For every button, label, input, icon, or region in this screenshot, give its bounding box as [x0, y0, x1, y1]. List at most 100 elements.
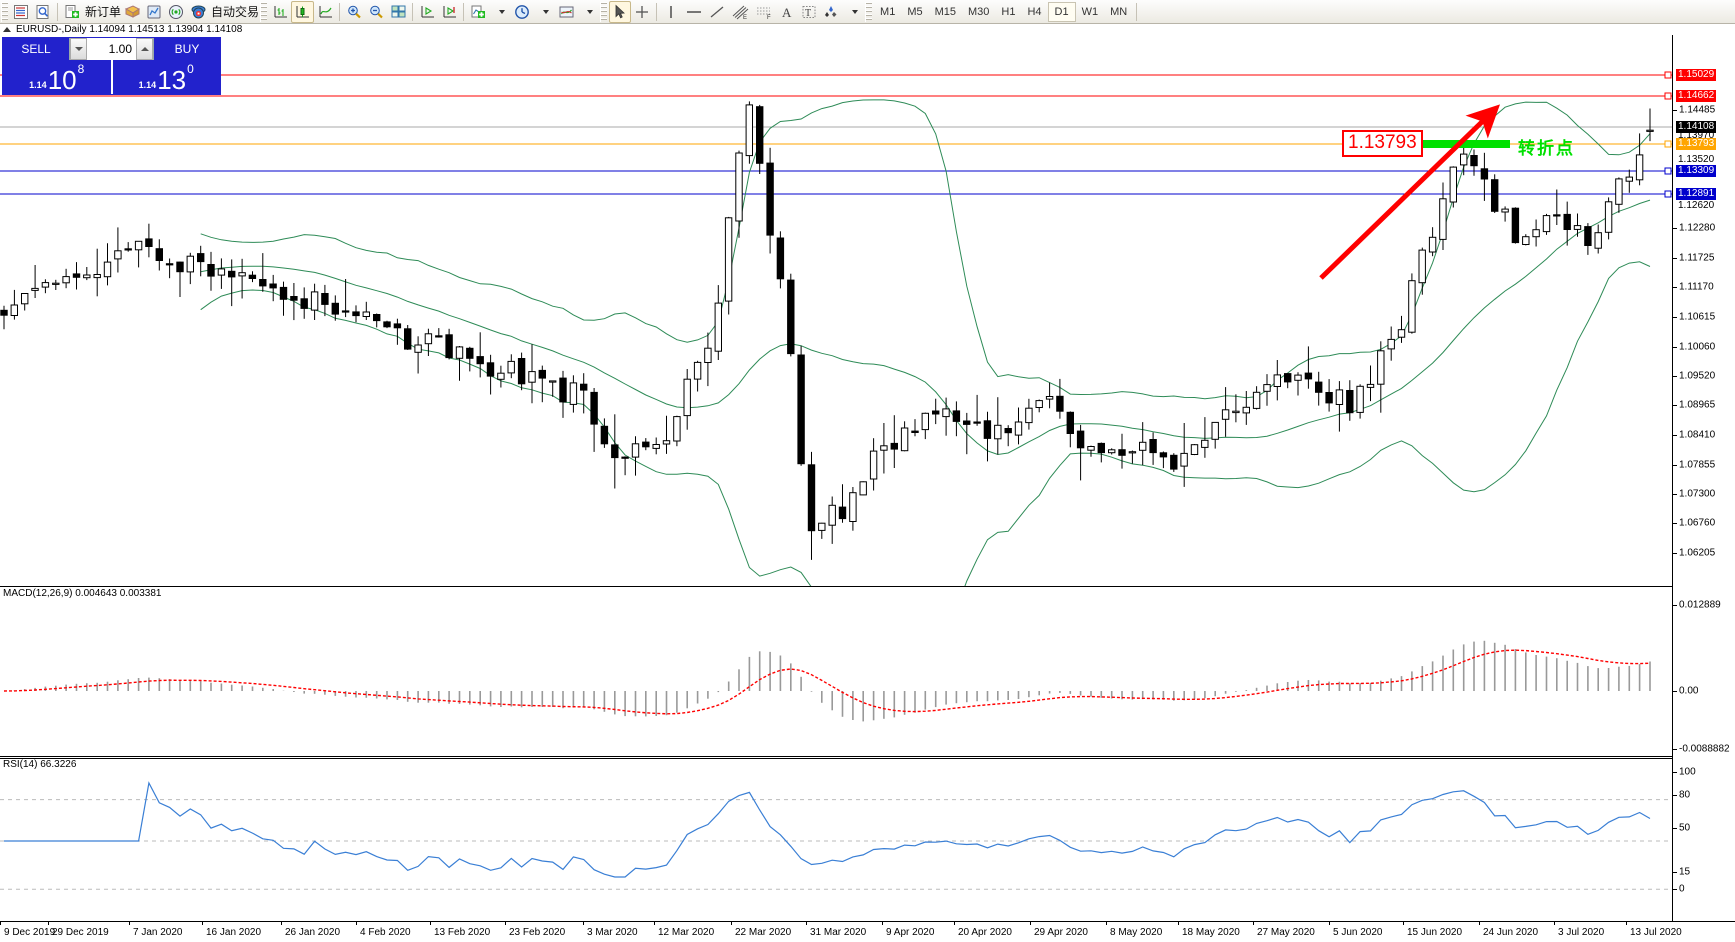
price-tick: [1673, 494, 1677, 496]
toolbar-grip-3[interactable]: [600, 1, 608, 22]
line-chart-icon[interactable]: [314, 1, 336, 23]
date-tick-label: 9 Apr 2020: [886, 927, 935, 938]
rsi-chart-svg[interactable]: [0, 758, 1672, 921]
sell-price-display[interactable]: 1.14 10 8: [3, 60, 111, 94]
price-tick: [1673, 257, 1677, 259]
text-icon[interactable]: A: [776, 1, 798, 23]
timeframe-m30[interactable]: M30: [968, 5, 990, 18]
macd-tick-zero: [1673, 691, 1677, 692]
macd-pane[interactable]: MACD(12,26,9) 0.004643 0.003381: [0, 586, 1735, 757]
date-tick-mark: [806, 922, 807, 925]
date-tick-mark: [281, 922, 282, 925]
vertical-line-icon[interactable]: [660, 1, 682, 23]
date-tick-mark: [1479, 922, 1480, 925]
bar-chart-icon[interactable]: [269, 1, 291, 23]
volume-decrement-button[interactable]: [70, 38, 87, 60]
crosshair-icon[interactable]: [631, 1, 653, 23]
auto-trading-icon[interactable]: [187, 1, 209, 23]
date-axis[interactable]: 9 Dec 2019 29 Dec 2019 7 Jan 2020 16 Jan 20…: [0, 921, 1735, 942]
sell-button[interactable]: SELL: [3, 38, 69, 60]
toolbar-grip-4[interactable]: [865, 1, 873, 22]
templates-icon[interactable]: [555, 1, 577, 23]
timeframe-m5[interactable]: M5: [907, 5, 923, 18]
price-tick-label: 1.07855: [1679, 459, 1716, 471]
toolbar-divider-3: [412, 2, 414, 21]
toolbar-grip[interactable]: [1, 1, 8, 22]
price-annotation-box[interactable]: 1.13793: [1342, 130, 1423, 157]
equidistant-channel-icon[interactable]: E: [728, 1, 752, 23]
price-chart-svg[interactable]: [0, 35, 1672, 586]
price-tag-1.14662[interactable]: 1.14662: [1676, 90, 1717, 102]
macd-tick-neg: [1673, 749, 1677, 750]
templates-dropdown-caret[interactable]: [577, 1, 599, 23]
date-tick-mark: [1030, 922, 1031, 925]
text-label-icon[interactable]: T: [798, 1, 820, 23]
timeframe-d1[interactable]: D1: [1047, 1, 1076, 22]
price-tick-label: 1.14485: [1679, 104, 1716, 116]
chart-container[interactable]: MACD(12,26,9) 0.004643 0.003381 RSI(14) …: [0, 35, 1735, 942]
date-tick-label: 3 Jul 2020: [1558, 927, 1605, 938]
tile-windows-icon[interactable]: [387, 1, 409, 23]
turning-point-annotation[interactable]: 转折点: [1518, 139, 1575, 158]
zoom-out-icon[interactable]: [365, 1, 387, 23]
toolbar-grip-2[interactable]: [260, 1, 268, 22]
volume-input[interactable]: 1.00: [87, 38, 136, 60]
rsi-pane[interactable]: RSI(14) 66.3226: [0, 756, 1735, 921]
price-pane[interactable]: [0, 35, 1672, 586]
price-tick-label: 1.11170: [1679, 281, 1714, 293]
auto-scroll-icon[interactable]: [438, 1, 460, 23]
price-tick: [1673, 523, 1677, 525]
timeframe-h4[interactable]: H4: [1027, 5, 1042, 18]
shapes-icon[interactable]: [820, 1, 842, 23]
price-tag-1.12891[interactable]: 1.12891: [1676, 188, 1717, 200]
new-order-label[interactable]: 新订单: [85, 5, 122, 19]
new-order-button[interactable]: [61, 1, 83, 23]
market-watch-icon[interactable]: [10, 1, 32, 23]
strategy-tester-icon[interactable]: [143, 1, 165, 23]
cursor-icon[interactable]: [609, 0, 632, 23]
candlestick-chart-icon[interactable]: [291, 0, 315, 23]
price-tag-1.12620[interactable]: 1.12620: [1676, 200, 1717, 212]
buy-button[interactable]: BUY: [154, 38, 220, 60]
zoom-in-icon[interactable]: [343, 1, 365, 23]
rsi-tick: [1673, 772, 1677, 773]
price-tag-1.15029[interactable]: 1.15029: [1676, 69, 1717, 81]
timeframe-m15[interactable]: M15: [934, 5, 956, 18]
indicators-dropdown-caret[interactable]: [489, 1, 511, 23]
oct-prices-row: 1.14 10 8 1.14 13 0: [3, 60, 220, 94]
price-scale[interactable]: 1.14485 1.12280 1.11725 1.11170 1.10615 1.100…: [1672, 35, 1735, 921]
date-tick-mark: [1554, 922, 1555, 925]
indicators-icon[interactable]: [467, 1, 489, 23]
signals-icon[interactable]: [165, 1, 187, 23]
shift-end-icon[interactable]: [416, 1, 438, 23]
buy-price-prefix: 1.14: [138, 80, 157, 90]
metaeditor-icon[interactable]: [121, 1, 143, 23]
buy-price-display[interactable]: 1.14 13 0: [110, 60, 221, 94]
timeframe-m1[interactable]: M1: [880, 5, 896, 18]
data-window-icon[interactable]: [32, 1, 54, 23]
svg-text:T: T: [805, 8, 811, 19]
volume-stepper[interactable]: 1.00: [69, 38, 154, 60]
volume-increment-button[interactable]: [136, 38, 153, 60]
date-tick-label: 8 May 2020: [1110, 927, 1163, 938]
date-tick-mark: [954, 922, 955, 925]
trendline-icon[interactable]: [706, 1, 728, 23]
periodicity-dropdown-caret[interactable]: [533, 1, 555, 23]
sell-price-prefix: 1.14: [29, 80, 47, 90]
timeframe-mn[interactable]: MN: [1110, 5, 1128, 18]
periodicity-icon[interactable]: [511, 1, 533, 23]
fibonacci-icon[interactable]: F: [752, 1, 776, 23]
price-tag-1.13309[interactable]: 1.13309: [1676, 165, 1717, 177]
shapes-dropdown-caret[interactable]: [842, 1, 864, 23]
date-tick-mark: [731, 922, 732, 925]
auto-trading-label[interactable]: 自动交易: [211, 5, 260, 19]
horizontal-line-icon[interactable]: [682, 1, 706, 23]
toolbar-divider-6: [1136, 2, 1138, 21]
collapse-triangle-icon[interactable]: [3, 27, 11, 32]
price-tag-1.13520[interactable]: 1.13520: [1676, 154, 1717, 166]
timeframe-h1[interactable]: H1: [1001, 5, 1016, 18]
macd-chart-svg[interactable]: [0, 587, 1672, 757]
price-tag-1.14108[interactable]: 1.14108: [1676, 121, 1717, 133]
timeframe-w1[interactable]: W1: [1081, 5, 1099, 18]
price-tag-1.13793[interactable]: 1.13793: [1676, 138, 1717, 150]
